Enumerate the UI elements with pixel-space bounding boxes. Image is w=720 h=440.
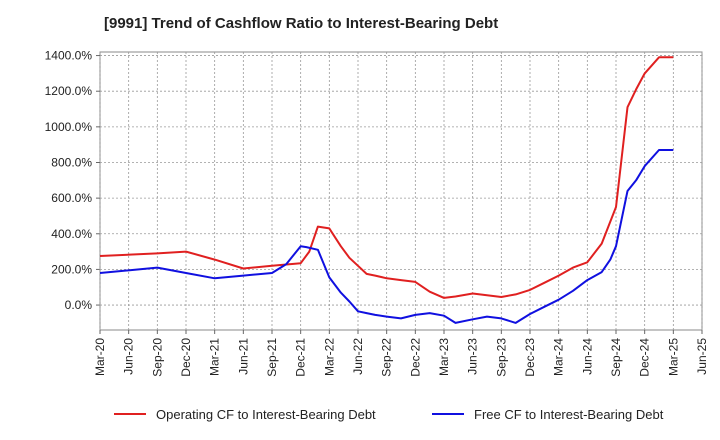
x-tick-label: Sep-23	[494, 338, 508, 377]
y-tick-label: 0.0%	[65, 298, 93, 312]
x-tick-label: Dec-21	[294, 338, 308, 377]
x-tick-label: Dec-22	[408, 338, 422, 377]
series-lines	[99, 56, 674, 324]
x-tick-label: Mar-22	[322, 338, 336, 376]
plot-area	[99, 51, 703, 331]
legend-label: Free CF to Interest-Bearing Debt	[474, 407, 664, 422]
x-tick-label: Jun-24	[580, 338, 594, 375]
y-tick-label: 400.0%	[51, 227, 92, 241]
x-tick-label: Dec-23	[523, 338, 537, 377]
y-tick-label: 200.0%	[51, 262, 92, 276]
x-tick-label: Mar-21	[208, 338, 222, 376]
x-tick-label: Dec-20	[179, 338, 193, 377]
x-tick-label: Mar-23	[437, 338, 451, 376]
chart-title: [9991] Trend of Cashflow Ratio to Intere…	[104, 15, 499, 32]
x-tick-label: Sep-22	[380, 338, 394, 377]
series-line-free-cf	[99, 149, 674, 324]
x-axis-tick-labels: Mar-20 Jun-20 Sep-20 Dec-20 Mar-21 Jun-21 Sep-…	[93, 338, 709, 377]
series-line-operating-cf	[99, 56, 674, 299]
x-tick-label: Jun-25	[695, 338, 709, 375]
x-tick-label: Dec-24	[638, 338, 652, 377]
x-tick-label: Sep-24	[609, 338, 623, 377]
y-tick-label: 1400.0%	[45, 49, 93, 63]
y-tick-label: 600.0%	[51, 191, 92, 205]
grid-lines	[96, 52, 703, 334]
y-tick-label: 800.0%	[51, 155, 92, 169]
x-tick-label: Jun-21	[236, 338, 250, 375]
x-tick-label: Jun-22	[351, 338, 365, 375]
x-tick-label: Mar-20	[93, 338, 107, 376]
x-tick-label: Sep-20	[150, 338, 164, 377]
x-tick-label: Jun-20	[122, 338, 136, 375]
x-tick-label: Jun-23	[466, 338, 480, 375]
x-tick-label: Mar-24	[552, 338, 566, 376]
legend: Operating CF to Interest-Bearing Debt Fre…	[114, 407, 664, 422]
y-axis-tick-labels: 1400.0% 1200.0% 1000.0% 800.0% 600.0% 400.0% 2…	[45, 49, 93, 312]
x-tick-label: Sep-21	[265, 338, 279, 377]
y-tick-label: 1200.0%	[45, 84, 93, 98]
y-tick-label: 1000.0%	[45, 120, 93, 134]
legend-label: Operating CF to Interest-Bearing Debt	[156, 407, 376, 422]
x-tick-label: Mar-25	[666, 338, 680, 376]
